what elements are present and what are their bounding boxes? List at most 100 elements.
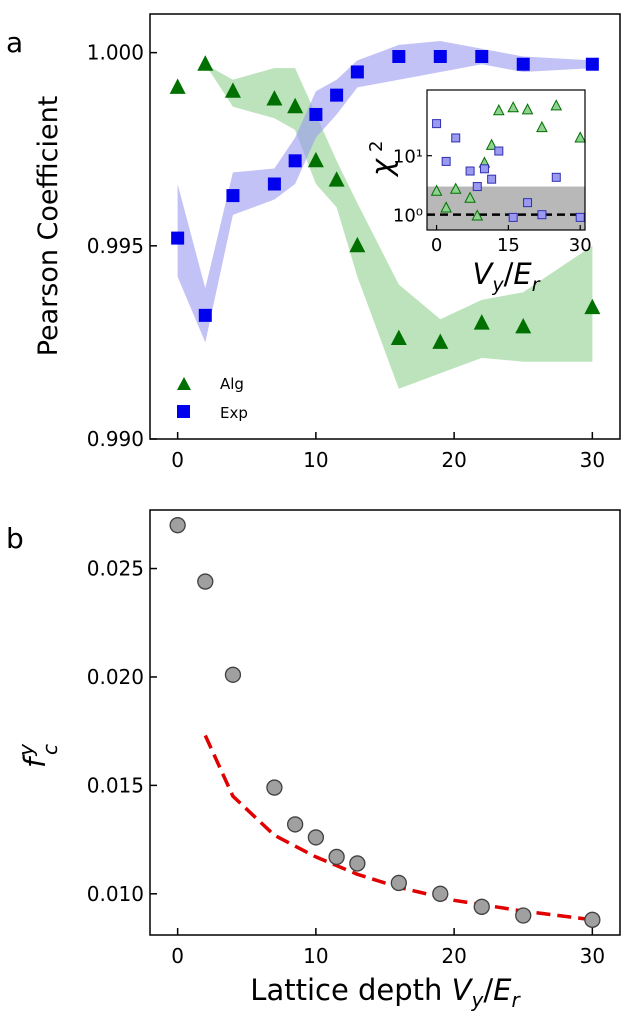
main-plot-frame [149,13,621,440]
inset-y-tick-label: 10⁰ [393,206,423,227]
x-tick-label: 10 [303,944,328,968]
y-tick-label: 0.020 [87,665,144,689]
main-data-markers [169,50,601,349]
exp-point [392,50,406,63]
fc-point [286,816,304,833]
alg-point [287,97,304,114]
fc-plot-frame [149,509,621,936]
main-y-axis-label: Pearson Coefficient [33,96,64,357]
inset-exp-point [537,210,547,220]
fc-point [224,666,242,683]
inset-exp-point [472,182,482,192]
exp-point [288,154,302,168]
band-exp [177,41,593,343]
fit-curve [203,734,593,922]
exp-point [267,177,281,191]
inset-exp-point [432,119,442,129]
alg-point [224,82,241,98]
y-tick-label: 0.995 [87,234,144,258]
inset-alg-point [550,99,563,111]
alg-point [349,236,366,253]
inset-exp-point [487,174,497,184]
alg-point [197,55,214,71]
inset-y-tick-label: 10¹ [393,147,423,168]
inset-x-tick-label: 15 [497,235,520,256]
inset-alg-point [574,131,587,143]
inset-alg-point [485,138,498,150]
fit-curve-line [203,734,593,922]
alg-point [473,314,490,330]
x-tick-label: 0 [171,448,184,472]
x-tick-label: 20 [441,448,466,472]
inset-x-tick-label: 30 [569,235,592,256]
fc-point [197,573,214,590]
inset-alg-point [440,201,452,213]
y-tick-label: 0.990 [87,427,144,451]
x-tick-label: 30 [580,944,605,968]
fc-point [349,855,366,872]
y-tick-label: 1.000 [87,41,144,65]
alg-point [515,318,532,334]
inset-exp-point [441,156,451,166]
exp-point [475,50,489,63]
y-tick-label: 0.025 [87,557,144,581]
exp-point [309,107,323,121]
inset-x-tick-label: 0 [431,235,442,256]
inset-exp-point [465,166,475,176]
y-tick-label: 0.010 [87,882,144,906]
band-alg [177,64,593,389]
x-tick-label: 20 [441,944,466,968]
alg-point [584,298,601,315]
x-tick-label: 10 [303,448,328,472]
inset-alg-point [464,191,476,203]
inset-exp-point [508,212,518,222]
legend-exp-label: Exp [220,404,248,422]
inset-exp-point [494,146,504,156]
inset-y-label-exp: 2 [366,141,387,152]
alg-point [169,78,186,94]
inset-alg-point [430,184,443,196]
legend-exp-marker [177,405,190,418]
exp-point [226,189,240,203]
chi2-inset: 0 15 30 10⁰ 10¹ χ 2 Vy/Er [365,89,592,296]
exp-point [585,57,599,71]
inset-exp-point [451,133,461,143]
inset-exp-point [575,212,585,222]
fc-point [328,848,345,866]
inset-data-markers [430,99,587,222]
exp-point [198,308,212,322]
inset-x-axis-label: Vy/Er [472,257,540,296]
inset-alg-point [449,182,462,194]
x-tick-label: 0 [171,944,184,968]
inset-alg-point [492,104,505,116]
fc-y-axis-label: fyc [14,743,62,768]
fc-point [169,517,186,534]
inset-alg-point [521,103,534,115]
alg-point [307,151,324,168]
exp-point [433,50,447,63]
exp-point [516,57,530,71]
confidence-bands [177,41,593,389]
fc-point [515,907,532,924]
legend-alg-label: Alg [220,375,244,393]
inset-axis-ticks: 0 15 30 10⁰ 10¹ [393,147,592,256]
exp-point [330,88,344,102]
alg-point [328,171,345,187]
exp-point [350,65,364,79]
fc-point [432,885,449,902]
fc-point [307,829,325,846]
inset-alg-point [471,209,484,221]
inset-alg-point [507,101,520,113]
alg-point [432,333,449,349]
fc-point [266,779,283,796]
inset-exp-point [479,164,489,174]
legend: Alg Exp [177,375,248,422]
fc-point [584,911,601,928]
inset-frame [426,89,586,231]
fc-point [473,898,490,915]
inset-exp-point [551,172,561,182]
fc-data-markers [169,517,601,928]
panel-a-label: a [6,26,23,59]
